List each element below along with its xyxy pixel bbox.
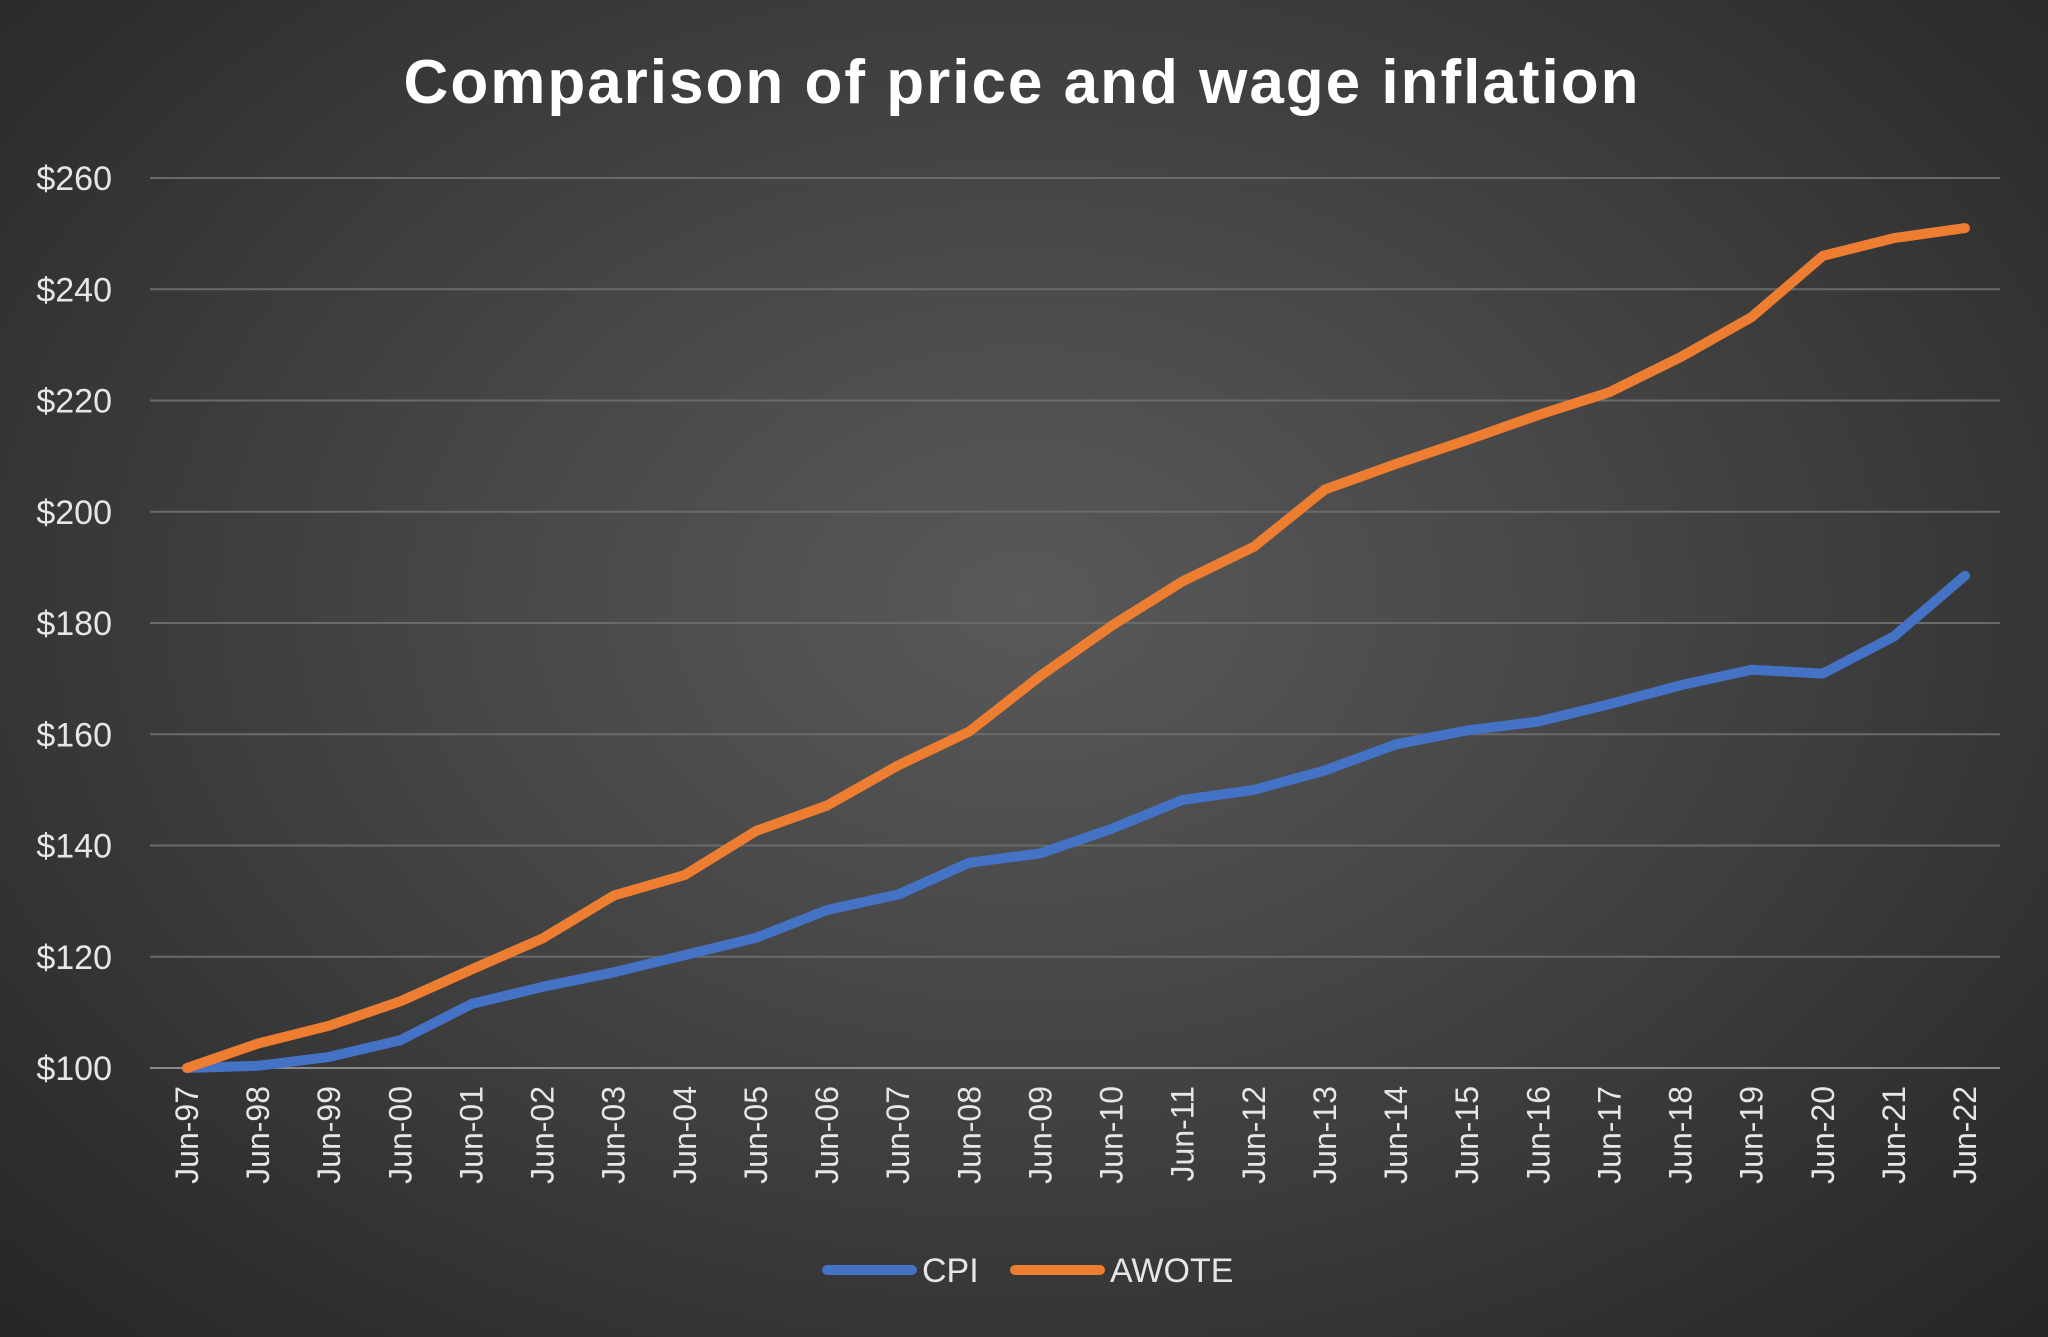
- x-tick-label: Jun-18: [1663, 1086, 1699, 1184]
- x-axis: Jun-97 Jun-98 Jun-99 Jun-00 Jun-01 Jun-02 Jun-…: [150, 1067, 2000, 1184]
- x-tick-label: Jun-99: [311, 1086, 347, 1184]
- x-tick-label: Jun-04: [667, 1086, 703, 1184]
- x-tick-label: Jun-05: [738, 1086, 774, 1184]
- y-tick-label: $100: [36, 1050, 112, 1088]
- y-tick-label: $140: [36, 828, 112, 866]
- x-tick-label: Jun-03: [596, 1086, 632, 1184]
- y-axis: $100 $120 $140 $160 $180 $200 $220 $240 $260: [36, 160, 112, 1088]
- x-tick-label: Jun-07: [880, 1086, 916, 1184]
- x-tick-label: Jun-98: [240, 1086, 276, 1184]
- y-tick-label: $120: [36, 939, 112, 977]
- x-tick-label: Jun-19: [1734, 1086, 1770, 1184]
- x-tick-label: Jun-00: [382, 1086, 418, 1184]
- x-tick-label: Jun-20: [1805, 1086, 1841, 1184]
- series-line-awote: [182, 223, 1970, 1073]
- x-tick-label: Jun-13: [1307, 1086, 1343, 1184]
- y-tick-label: $240: [36, 271, 112, 309]
- legend-label: AWOTE: [1110, 1252, 1233, 1290]
- x-tick-label: Jun-06: [809, 1086, 845, 1184]
- x-tick-label: Jun-02: [525, 1086, 561, 1184]
- series-layer: [182, 223, 1970, 1073]
- x-tick-label: Jun-16: [1520, 1086, 1556, 1184]
- y-tick-label: $180: [36, 605, 112, 643]
- y-tick-label: $260: [36, 160, 112, 198]
- x-tick-label: Jun-01: [453, 1086, 489, 1184]
- x-tick-label: Jun-08: [951, 1086, 987, 1184]
- legend-item-awote: AWOTE: [1010, 1252, 1233, 1290]
- x-tick-label: Jun-10: [1094, 1086, 1130, 1184]
- x-tick-label: Jun-09: [1022, 1086, 1058, 1184]
- y-tick-label: $160: [36, 716, 112, 754]
- legend-label: CPI: [922, 1252, 979, 1290]
- chart-title: Comparison of price and wage inflation: [404, 48, 1641, 117]
- x-tick-label: Jun-17: [1591, 1086, 1627, 1184]
- legend: CPI AWOTE: [822, 1252, 1233, 1290]
- series-line-cpi: [182, 570, 1970, 1073]
- x-tick-label: Jun-97: [169, 1086, 205, 1184]
- x-tick-label: Jun-11: [1165, 1086, 1201, 1181]
- x-tick-label: Jun-21: [1876, 1086, 1912, 1184]
- x-tick-label: Jun-15: [1449, 1086, 1485, 1184]
- y-tick-label: $200: [36, 494, 112, 532]
- gridlines: [150, 177, 2000, 958]
- legend-item-cpi: CPI: [822, 1252, 979, 1290]
- x-tick-label: Jun-12: [1236, 1086, 1272, 1184]
- x-tick-label: Jun-14: [1378, 1086, 1414, 1184]
- x-tick-label: Jun-22: [1947, 1086, 1983, 1184]
- y-tick-label: $220: [36, 383, 112, 421]
